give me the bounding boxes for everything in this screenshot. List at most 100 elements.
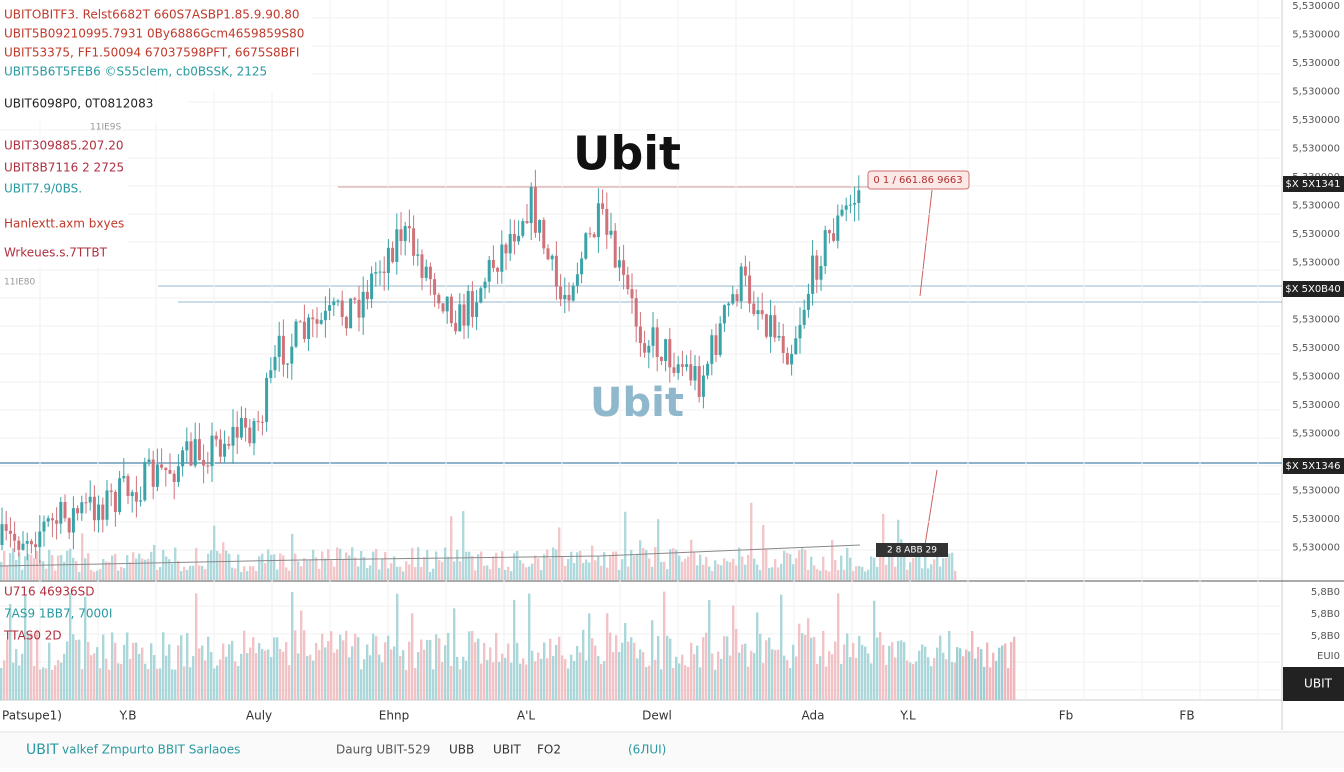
sub-bar — [324, 647, 327, 700]
candle-body — [13, 533, 17, 541]
sub-bar — [588, 613, 591, 700]
sub-bar — [861, 644, 864, 700]
candle-body — [223, 443, 227, 457]
price-label: 5,530000 — [1292, 229, 1340, 240]
volume-bar — [624, 511, 627, 580]
candle-body — [391, 247, 395, 262]
volume-bar — [114, 553, 117, 580]
sub-bar — [93, 653, 96, 700]
candle-body — [672, 367, 676, 373]
sub-bar — [717, 651, 720, 700]
volume-bar — [123, 568, 126, 580]
volume-bar — [909, 562, 912, 580]
candle-body — [785, 352, 789, 365]
toolbar-item[interactable]: Daurg UBIT-529 — [336, 743, 430, 757]
volume-bar — [612, 551, 615, 580]
sub-bar — [279, 648, 282, 700]
sub-axis-label: 5,8B0 — [1311, 587, 1340, 598]
toolbar-item[interactable]: UBIT — [493, 743, 522, 757]
candle-body — [273, 356, 277, 371]
candle-body — [739, 266, 743, 302]
toolbar-item[interactable]: (6ЛUI) — [628, 743, 666, 757]
sub-bar — [66, 641, 69, 700]
sub-bar — [690, 642, 693, 700]
volume-bar — [213, 525, 216, 580]
sub-bar — [558, 636, 561, 700]
volume-bar — [627, 566, 630, 580]
volume-bar — [507, 566, 510, 580]
candle-body — [97, 504, 101, 521]
candle-body — [231, 426, 235, 446]
sub-bar — [672, 667, 675, 700]
candle-body — [546, 248, 550, 260]
sub-bar — [333, 652, 336, 700]
sub-bar — [864, 646, 867, 700]
sub-bar — [837, 593, 840, 700]
volume-bar — [810, 556, 813, 580]
volume-bar — [747, 554, 750, 580]
volume-bar — [351, 547, 354, 580]
sub-bar — [201, 645, 204, 700]
volume-bar — [510, 571, 513, 580]
volume-bar — [834, 559, 837, 580]
sub-bar — [411, 613, 414, 700]
sub-bar — [510, 662, 513, 700]
volume-bar — [804, 549, 807, 580]
sub-bar — [989, 667, 992, 700]
sub-bar — [906, 660, 909, 700]
sub-bar — [561, 655, 564, 700]
volume-bar — [15, 560, 18, 580]
sub-bar — [204, 660, 207, 700]
sub-bar — [618, 651, 621, 700]
volume-bar — [756, 564, 759, 580]
candle-body — [218, 439, 222, 457]
volume-bar — [933, 559, 936, 580]
sub-bar — [567, 668, 570, 700]
toolbar-item[interactable]: valkef Zmpurto BBIT Sarlaoes — [62, 743, 240, 757]
volume-bar — [690, 539, 693, 580]
volume-bar — [438, 560, 441, 580]
sub-bar — [258, 643, 261, 700]
candle-body — [382, 271, 386, 274]
sub-bar — [687, 666, 690, 700]
volume-bar — [93, 571, 96, 580]
volume-bar — [807, 570, 810, 580]
indicator: Hanlextt.axm bxyes — [4, 217, 124, 231]
sub-bar — [666, 635, 669, 700]
candle-body — [185, 441, 189, 451]
sub-bar — [81, 669, 84, 700]
sub-bar — [246, 653, 249, 700]
sub-bar — [576, 646, 579, 700]
sub-bar — [207, 636, 210, 700]
sub-bar — [363, 659, 366, 700]
toolbar-item[interactable]: FO2 — [537, 743, 561, 757]
candle-body — [286, 363, 290, 365]
sub-bar — [450, 665, 453, 700]
volume-bar — [246, 571, 249, 580]
sub-bar — [156, 668, 159, 700]
sub-bar — [786, 660, 789, 700]
sub-bar — [147, 669, 150, 700]
sub-label: 7AS9 1BB7, 7000I — [4, 607, 112, 621]
candle-body — [370, 273, 374, 300]
toolbar-item[interactable]: UBIT — [26, 742, 59, 758]
volume-bar — [630, 549, 633, 580]
candle-body — [701, 375, 705, 397]
sub-bar — [153, 655, 156, 700]
toolbar-item[interactable]: UBB — [449, 743, 474, 757]
volume-bar — [432, 568, 435, 580]
volume-ma — [0, 544, 861, 567]
volume-bar — [285, 567, 288, 580]
sub-bar — [525, 664, 528, 700]
candle-body — [748, 275, 752, 304]
volume-bar — [642, 548, 645, 580]
candle-body — [420, 254, 424, 278]
sub-bar — [117, 663, 120, 700]
candle-body — [542, 219, 546, 249]
candle-body — [269, 370, 273, 378]
volume-bar — [96, 570, 99, 580]
volume-bar — [453, 561, 456, 580]
sub-bar — [789, 667, 792, 700]
sub-bar — [315, 642, 318, 700]
sub-bar — [1001, 645, 1004, 700]
